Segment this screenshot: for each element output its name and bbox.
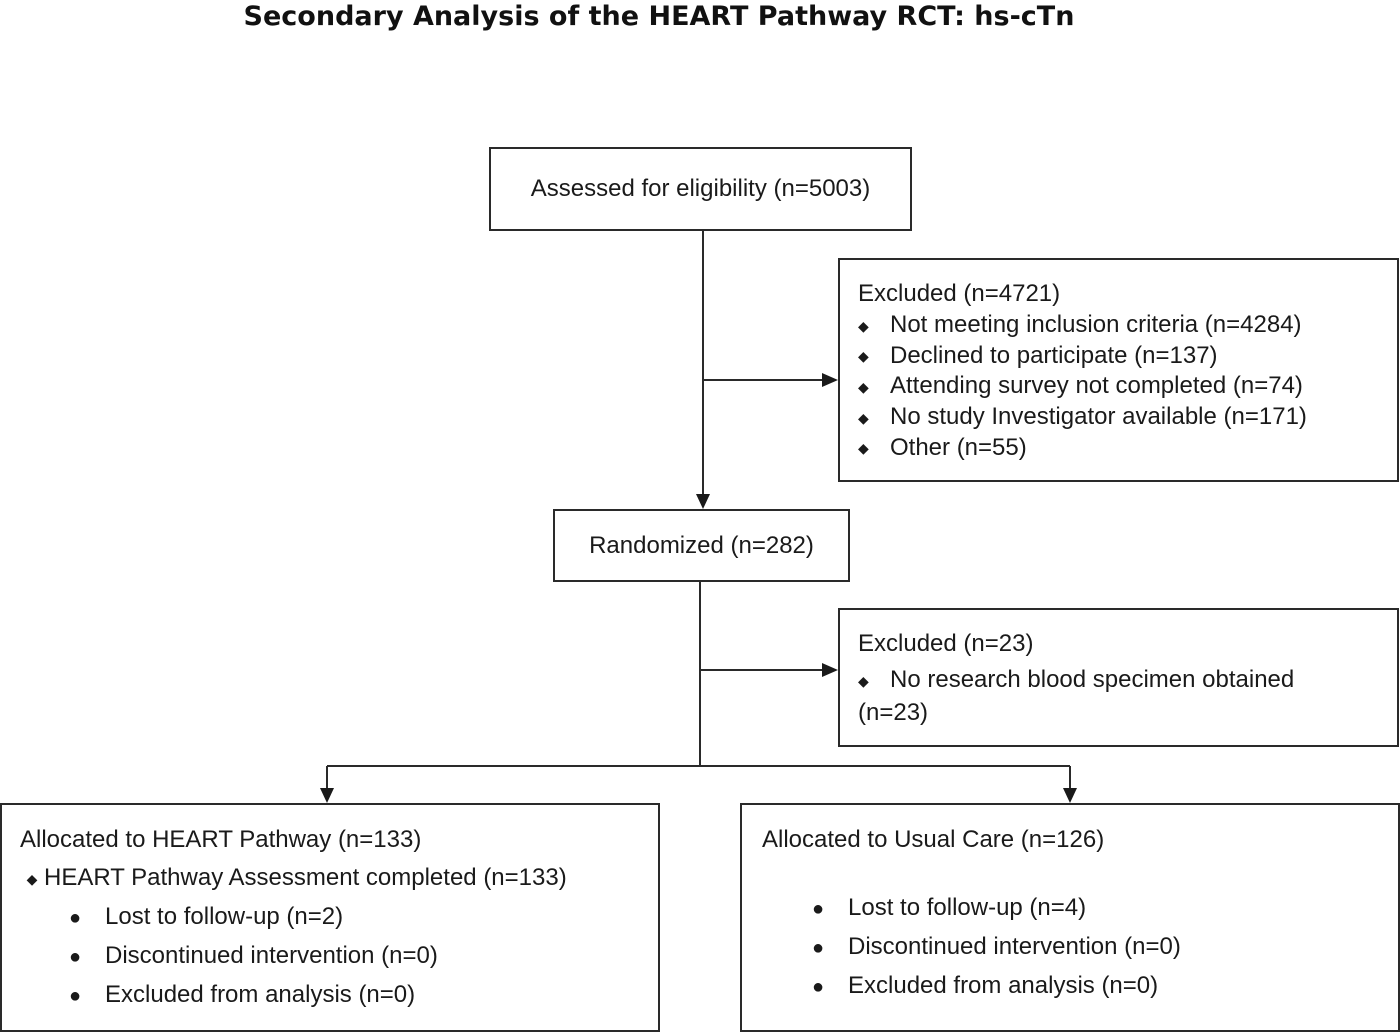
usual-care-header: Allocated to Usual Care (n=126) (762, 826, 1105, 853)
assessed-label: Assessed for eligibility (n=5003) (530, 175, 871, 202)
bullet-icon: ● (68, 906, 82, 929)
diamond-bullet-icon: ◆ (858, 348, 869, 365)
excluded-reason-item: ◆ No research blood specimen obtained (858, 665, 1397, 696)
heart-pathway-outcome-item: ● Discontinued intervention (n=0) (20, 941, 658, 972)
arrowhead-excluded2 (822, 663, 838, 677)
excluded-reason-item: ◆ No study Investigator available (n=171) (858, 402, 1397, 433)
bullet-icon: ● (811, 937, 825, 959)
arrowhead-right-arm (1063, 788, 1077, 803)
bullet-icon: ● (68, 945, 82, 968)
usual-care-outcome-item: ● Lost to follow-up (n=4) (762, 893, 1398, 924)
diamond-bullet-icon: ◆ (858, 440, 869, 457)
usual-care-arm-box: Allocated to Usual Care (n=126) ● Lost to… (740, 803, 1400, 1032)
diamond-bullet-icon: ◆ (26, 870, 38, 887)
diamond-bullet-icon: ◆ (858, 409, 869, 426)
diamond-bullet-icon: ◆ (858, 378, 869, 395)
arrowhead-randomized (696, 494, 710, 509)
heart-pathway-header: Allocated to HEART Pathway (n=133) (20, 826, 422, 853)
excluded-reason-count: (n=23) (858, 698, 929, 726)
excluded-reason-item: ◆ Attending survey not completed (n=74) (858, 371, 1397, 402)
page-title: Secondary Analysis of the HEART Pathway … (243, 1, 1075, 32)
excluded-post-randomization-box: Excluded (n=23) ◆ No research blood speci… (838, 608, 1399, 747)
usual-care-outcome-item: ● Excluded from analysis (n=0) (762, 971, 1398, 1002)
heart-pathway-outcome-item: ● Excluded from analysis (n=0) (20, 980, 658, 1011)
arrowhead-excluded1 (822, 373, 838, 387)
randomized-box: Randomized (n=282) (553, 509, 850, 582)
excluded-reason-item: ◆ Other (n=55) (858, 433, 1397, 464)
excluded-post-randomization-header: Excluded (n=23) (858, 630, 1034, 657)
diamond-bullet-icon: ◆ (858, 672, 869, 689)
bullet-icon: ● (811, 898, 825, 920)
excluded-enrollment-header: Excluded (n=4721) (858, 280, 1061, 307)
excluded-enrollment-box: Excluded (n=4721) ◆ Not meeting inclusion… (838, 258, 1399, 482)
heart-pathway-outcome-item: ● Lost to follow-up (n=2) (20, 902, 658, 933)
bullet-icon: ● (811, 976, 825, 998)
arrowhead-left-arm (320, 788, 334, 803)
randomized-label: Randomized (n=282) (589, 531, 814, 559)
excluded-reason-item: ◆ Declined to participate (n=137) (858, 341, 1397, 372)
usual-care-outcome-item: ● Discontinued intervention (n=0) (762, 932, 1398, 963)
assessed-box: Assessed for eligibility (n=5003) (489, 147, 912, 231)
bullet-icon: ● (68, 984, 82, 1007)
heart-pathway-assessment: ◆ HEART Pathway Assessment completed (n=1… (20, 863, 658, 894)
heart-pathway-arm-box: Allocated to HEART Pathway (n=133) ◆ HEAR… (0, 803, 660, 1032)
diamond-bullet-icon: ◆ (858, 317, 869, 334)
excluded-reason-item: ◆ Not meeting inclusion criteria (n=4284) (858, 310, 1397, 341)
